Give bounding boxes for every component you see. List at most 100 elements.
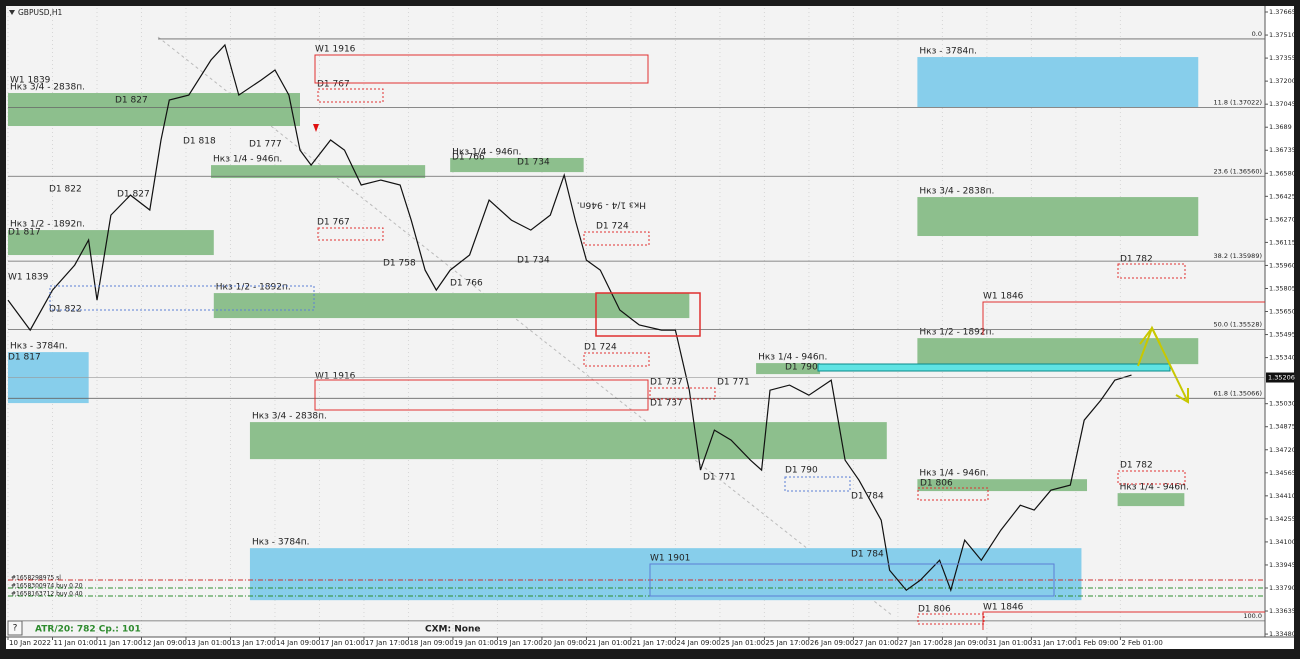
x-tick-label: 12 Jan 09:00 bbox=[142, 639, 186, 647]
zone bbox=[450, 157, 584, 173]
zone bbox=[8, 93, 301, 127]
zone-label: Нкз 1/4 - 946п. bbox=[919, 469, 988, 479]
box bbox=[649, 387, 716, 400]
y-tick-label: 1.35030 bbox=[1269, 400, 1296, 408]
x-tick-label: 13 Jan 01:00 bbox=[187, 639, 231, 647]
zone bbox=[249, 422, 887, 460]
x-tick-label: 21 Jan 01:00 bbox=[587, 639, 631, 647]
y-tick-label: 1.33790 bbox=[1269, 584, 1296, 592]
zone-label: Нкз 3/4 - 2838п. bbox=[10, 83, 85, 93]
annotation: D1 784 bbox=[851, 550, 884, 560]
fib-label: 23.6 (1.36560) bbox=[1214, 167, 1263, 175]
annotation: D1 782 bbox=[1120, 461, 1153, 471]
x-tick-label: 25 Jan 17:00 bbox=[765, 639, 809, 647]
x-tick-label: 10 Jan 2022 bbox=[9, 639, 51, 647]
fib-label: 50.0 (1.35528) bbox=[1214, 321, 1263, 329]
y-tick-label: 1.34565 bbox=[1269, 469, 1296, 477]
annotation: D1 734 bbox=[517, 256, 550, 266]
zone bbox=[249, 548, 1082, 601]
annotation: D1 782 bbox=[1120, 255, 1153, 265]
fib-label: 11.8 (1.37022) bbox=[1214, 99, 1263, 107]
box bbox=[649, 563, 1055, 597]
y-tick-label: 1.33635 bbox=[1269, 607, 1296, 615]
x-tick-label: 11 Jan 17:00 bbox=[98, 639, 142, 647]
zone-label: Нкз 1/4 - 946п. bbox=[213, 155, 282, 165]
zone bbox=[917, 197, 1199, 237]
y-tick-label: 1.36270 bbox=[1269, 215, 1296, 223]
x-tick-label: 28 Jan 09:00 bbox=[943, 639, 987, 647]
box bbox=[595, 292, 701, 337]
zone-label: Нкз 1/4 - 946п. bbox=[452, 147, 521, 157]
x-tick-label: 27 Jan 17:00 bbox=[899, 639, 943, 647]
box bbox=[317, 88, 384, 103]
x-tick-label: 19 Jan 01:00 bbox=[454, 639, 498, 647]
box bbox=[1117, 263, 1186, 279]
x-tick-label: 31 Jan 01:00 bbox=[988, 639, 1032, 647]
x-tick-label: 24 Jan 09:00 bbox=[676, 639, 720, 647]
order-label: #1658298975 sl bbox=[11, 575, 61, 582]
y-tick-label: 1.34410 bbox=[1269, 492, 1296, 500]
y-tick-label: 1.33480 bbox=[1269, 630, 1296, 638]
x-tick-label: 25 Jan 01:00 bbox=[721, 639, 765, 647]
fib-label: 38.2 (1.35989) bbox=[1214, 252, 1263, 260]
cyan-level bbox=[817, 363, 1171, 372]
annotation: D1 767 bbox=[317, 80, 350, 90]
w1-line bbox=[982, 301, 1265, 335]
y-tick-label: 1.35495 bbox=[1269, 331, 1296, 339]
x-tick-label: 21 Jan 17:00 bbox=[632, 639, 676, 647]
annotation: W1 1846 bbox=[983, 603, 1024, 613]
level-boxes bbox=[314, 54, 1265, 630]
annotation: W1 1916 bbox=[315, 372, 356, 382]
help-button[interactable] bbox=[7, 620, 23, 636]
x-tick-label: 26 Jan 09:00 bbox=[810, 639, 854, 647]
order-label: #1658300974 buy 0.20 bbox=[11, 583, 83, 590]
help-label[interactable]: ? bbox=[13, 624, 18, 634]
box bbox=[1117, 470, 1186, 485]
order-label: #1658163712 buy 0.40 bbox=[11, 591, 83, 598]
y-tick-label: 1.36735 bbox=[1269, 146, 1296, 154]
chart-layer: 10 Jan 2022 11 Jan 01:00 11 Jan 17:00 12 Ja… bbox=[7, 8, 1265, 647]
annotation: D1 827 bbox=[117, 190, 150, 200]
blue-boxes bbox=[49, 285, 1055, 597]
y-tick-label: 1.34255 bbox=[1269, 515, 1296, 523]
atr-status: ATR/20: 782 Ср.: 101 bbox=[35, 625, 141, 635]
annotation: D1 790 bbox=[785, 466, 818, 476]
annotation: D1 806 bbox=[920, 479, 953, 489]
y-tick-label: 1.34875 bbox=[1269, 423, 1296, 431]
y-tick-label: 1.37200 bbox=[1269, 77, 1296, 85]
x-tick-label: 19 Jan 17:00 bbox=[498, 639, 542, 647]
annotation: D1 734 bbox=[517, 158, 550, 168]
title-icon bbox=[9, 10, 15, 15]
annotation: D1 817 bbox=[8, 228, 41, 238]
current-price-box bbox=[1266, 372, 1294, 383]
box bbox=[317, 227, 384, 241]
zone-label: Нкз - 3784п. bbox=[10, 342, 68, 352]
y-tick-label: 1.35960 bbox=[1269, 261, 1296, 269]
box bbox=[314, 379, 649, 411]
fib-label: 0.0 bbox=[1252, 30, 1262, 38]
y-tick-label: 1.37510 bbox=[1269, 31, 1296, 39]
annotation: W1 1839 bbox=[8, 273, 49, 283]
annotation: D1 771 bbox=[703, 473, 736, 483]
annotation: D1 766 bbox=[450, 279, 483, 289]
x-tick-label: 17 Jan 01:00 bbox=[320, 639, 364, 647]
annotation: D1 790 bbox=[785, 363, 818, 373]
annotation: D1 822 bbox=[49, 185, 82, 195]
annotation: D1 766 bbox=[452, 153, 485, 163]
y-tick-label: 1.36115 bbox=[1269, 238, 1296, 246]
annotation: D1 827 bbox=[115, 96, 148, 106]
x-tick-label: 2 Feb 01:00 bbox=[1121, 639, 1162, 647]
x-tick-label: 11 Jan 01:00 bbox=[53, 639, 97, 647]
y-tick-label: 1.36425 bbox=[1269, 192, 1296, 200]
zone-label: Нкз 1/2 - 1892п. bbox=[919, 328, 994, 338]
zone bbox=[8, 230, 214, 256]
y-tick-label: 1.34720 bbox=[1269, 446, 1296, 454]
annotation: D1 806 bbox=[918, 605, 951, 615]
zone bbox=[211, 165, 426, 179]
annotation: D1 777 bbox=[249, 140, 282, 150]
x-tick-label: 14 Jan 09:00 bbox=[276, 639, 320, 647]
time-axis-strip bbox=[6, 637, 1294, 649]
annotation: W1 1916 bbox=[315, 45, 356, 55]
